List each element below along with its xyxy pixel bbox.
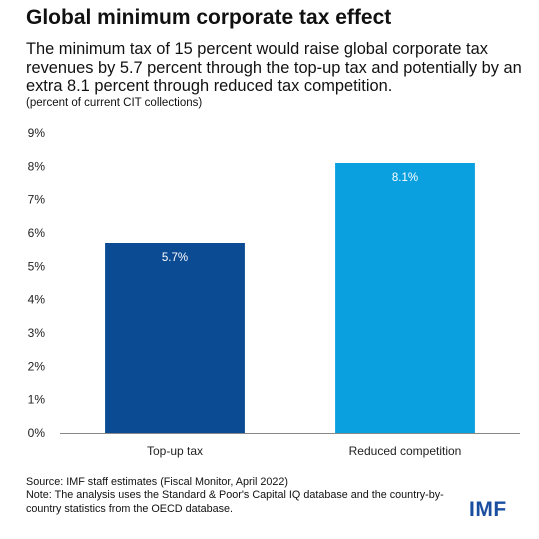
y-tick-label: 1%	[28, 393, 46, 407]
bar	[105, 243, 245, 433]
y-tick-label: 9%	[28, 126, 46, 140]
y-axis: 0% 1% 2% 3% 4% 5% 6% 7% 8% 9%	[28, 126, 46, 440]
unit-note: (percent of current CIT collections)	[26, 97, 203, 109]
x-category-label: Top-up tax	[147, 444, 203, 458]
y-tick-label: 5%	[28, 259, 46, 273]
footer: Source: IMF staff estimates (Fiscal Moni…	[26, 476, 456, 516]
y-tick-label: 8%	[28, 159, 46, 173]
bar	[335, 163, 475, 433]
y-tick-label: 3%	[28, 326, 46, 340]
imf-logo: IMF	[469, 498, 507, 521]
chart-subtitle: The minimum tax of 15 percent would rais…	[26, 40, 522, 95]
bar-data-label: 5.7%	[162, 252, 188, 264]
x-axis: Top-up tax Reduced competition	[60, 433, 520, 458]
source-note: Source: IMF staff estimates (Fiscal Moni…	[26, 476, 289, 488]
bars: 5.7% 8.1%	[105, 163, 475, 433]
bar-data-label: 8.1%	[392, 172, 418, 184]
method-note: Note: The analysis uses the Standard & P…	[26, 489, 444, 515]
chart-title: Global minimum corporate tax effect	[26, 6, 392, 29]
bar-chart: 0% 1% 2% 3% 4% 5% 6% 7% 8% 9% 5.7% 8.1% Top-up tax…	[28, 126, 520, 458]
y-tick-label: 2%	[28, 359, 46, 373]
y-tick-label: 7%	[28, 193, 46, 207]
y-tick-label: 4%	[28, 293, 46, 307]
x-category-label: Reduced competition	[349, 444, 462, 458]
y-tick-label: 6%	[28, 226, 46, 240]
y-tick-label: 0%	[28, 426, 46, 440]
